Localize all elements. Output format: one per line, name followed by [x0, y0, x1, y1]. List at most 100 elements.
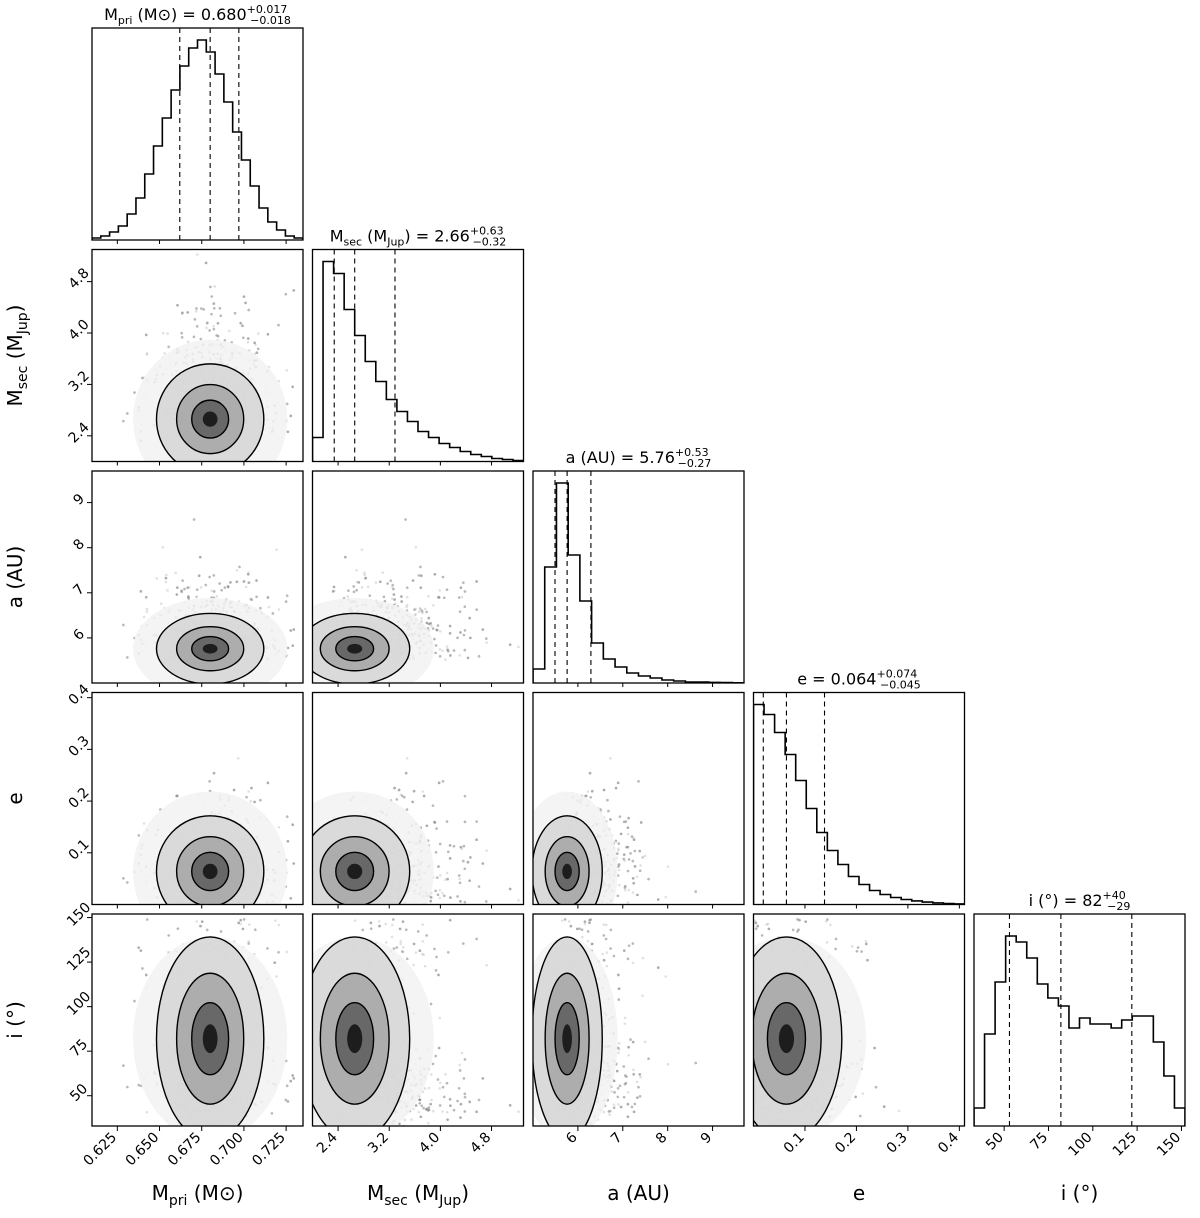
scatter-point [144, 333, 148, 337]
scatter-point [137, 834, 141, 837]
scatter-point [195, 325, 199, 328]
scatter-point [363, 571, 366, 575]
scatter-point [267, 605, 271, 609]
scatter-point [210, 589, 214, 593]
scatter-point [122, 877, 125, 880]
scatter-point [393, 598, 396, 601]
scatter-point [436, 624, 440, 627]
scatter-point [208, 780, 211, 783]
scatter-point [433, 573, 437, 576]
scatter-point [180, 331, 183, 335]
scatter-point [183, 587, 186, 591]
scatter-point [466, 656, 470, 660]
scatter-point [205, 326, 208, 330]
scatter-point [462, 633, 466, 637]
scatter-point [187, 597, 191, 600]
scatter-point [219, 314, 223, 318]
scatter-point [199, 307, 203, 310]
scatter-point [429, 622, 432, 625]
scatter-point [434, 644, 438, 647]
scatter-point [437, 595, 440, 599]
scatter-point [435, 628, 439, 632]
scatter-point [242, 580, 246, 583]
scatter-point [419, 565, 422, 569]
scatter-point [425, 621, 429, 625]
scatter-point [286, 430, 290, 434]
scatter-point [291, 385, 295, 389]
scatter-point [216, 321, 220, 325]
scatter-point [417, 610, 421, 614]
scatter-point [417, 574, 421, 577]
scatter-point [393, 598, 396, 601]
scatter-point [266, 332, 270, 336]
scatter-point [285, 594, 289, 597]
y-tick-label-msec: 2.4 [66, 419, 93, 446]
scatter-point [392, 587, 395, 591]
y-tick-label-a: 7 [70, 581, 88, 599]
scatter-point [186, 586, 189, 589]
scatter-point [181, 311, 184, 315]
scatter-point [292, 628, 296, 631]
scatter-point [475, 608, 478, 611]
scatter-point [204, 583, 208, 587]
scatter-point [255, 579, 258, 582]
scatter-point [259, 606, 262, 610]
scatter-point [292, 628, 296, 631]
scatter-point [226, 585, 230, 589]
scatter-point [419, 586, 423, 589]
scatter-point [254, 343, 257, 346]
scatter-point [277, 323, 280, 327]
scatter-point [469, 636, 472, 640]
scatter-point [216, 321, 220, 325]
scatter-point [357, 581, 361, 584]
scatter-point [212, 574, 216, 577]
scatter-point [433, 637, 436, 641]
scatter-point [405, 603, 409, 607]
scatter-point [517, 645, 520, 649]
scatter-point [438, 648, 442, 651]
scatter-point [286, 430, 290, 434]
scatter-point [277, 825, 281, 829]
scatter-point [163, 352, 166, 355]
scatter-point [405, 586, 409, 589]
scatter-point [122, 419, 125, 423]
scatter-point [331, 590, 335, 593]
scatter-point [360, 586, 364, 589]
scatter-point [187, 595, 190, 598]
scatter-point [235, 580, 239, 584]
scatter-point [253, 341, 256, 345]
scatter-point [352, 590, 356, 594]
scatter-point [427, 616, 431, 620]
scatter-point [126, 656, 129, 659]
scatter-point [208, 575, 211, 579]
scatter-point [192, 518, 196, 521]
scatter-point [291, 823, 295, 826]
scatter-point [256, 332, 260, 335]
scatter-point [186, 311, 189, 314]
scatter-point [441, 575, 445, 579]
scatter-point [475, 608, 478, 611]
scatter-point [164, 580, 168, 584]
scatter-point [256, 347, 260, 351]
scatter-point [355, 588, 358, 592]
scatter-point [405, 586, 409, 589]
scatter-point [220, 588, 223, 592]
scatter-point [241, 324, 244, 328]
scatter-point [139, 590, 143, 593]
scatter-point [289, 897, 293, 900]
scatter-point [209, 285, 212, 289]
scatter-point [216, 321, 220, 325]
scatter-point [419, 586, 423, 589]
scatter-point [382, 595, 386, 599]
scatter-point [236, 756, 240, 760]
scatter-point [223, 586, 227, 589]
scatter-point [208, 329, 211, 332]
scatter-point [446, 648, 449, 651]
scatter-point [255, 579, 258, 582]
scatter-point [164, 576, 168, 580]
scatter-point [219, 314, 223, 318]
scatter-point [176, 303, 179, 307]
scatter-point [202, 308, 205, 311]
scatter-point [164, 576, 168, 580]
scatter-point [284, 600, 288, 603]
